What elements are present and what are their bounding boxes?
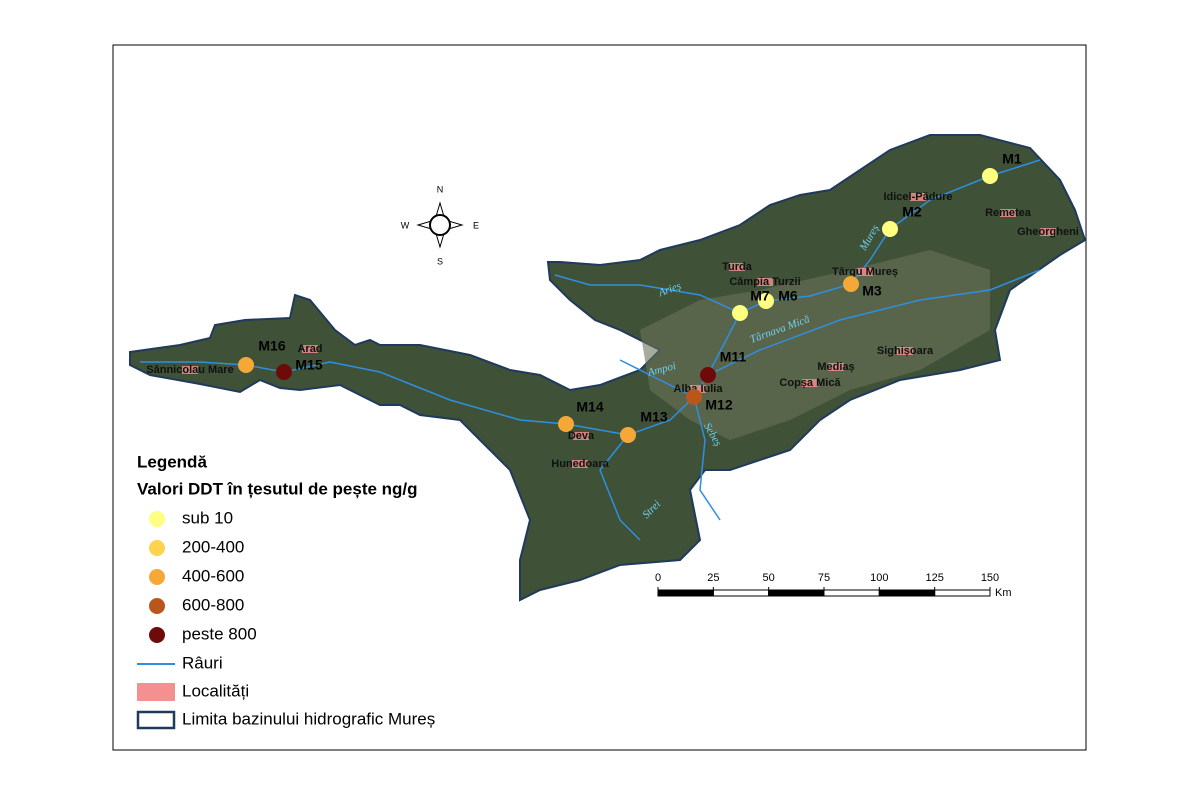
station-label: M3 (862, 283, 882, 299)
town-label: Gheorgheni (1017, 226, 1079, 238)
town-label: Sighișoara (877, 345, 934, 357)
station-label: M12 (705, 397, 732, 413)
station-point (238, 357, 254, 373)
lowland-area (640, 250, 990, 440)
town-label: Turda (722, 261, 753, 273)
legend-locality-swatch (137, 683, 175, 701)
legend-localities: Localități (182, 681, 249, 700)
legend-swatch (149, 598, 165, 614)
station-label: M16 (258, 338, 285, 354)
locality (910, 193, 926, 201)
station-label: M1 (1002, 151, 1022, 167)
locality (897, 347, 913, 355)
locality (828, 363, 844, 371)
legend-boundary-swatch (136, 710, 176, 730)
locality (302, 345, 318, 353)
rivers (140, 159, 1041, 541)
compass (416, 201, 464, 249)
legend-swatch (149, 569, 165, 585)
locality (802, 379, 818, 387)
town-label: Hunedoara (551, 458, 609, 470)
station-point (882, 221, 898, 237)
scale-segment (768, 589, 825, 597)
locality (729, 263, 745, 271)
locality (1000, 209, 1016, 217)
scale-segment (712, 589, 770, 597)
town-label: Târgu Mureș (832, 266, 898, 278)
town-label: Sânnicolau Mare (146, 364, 233, 376)
compass-n: N (437, 184, 444, 194)
legend-class-label: 400-600 (182, 566, 244, 585)
scale-segment (823, 589, 880, 597)
legend-rivers: Râuri (182, 653, 223, 672)
scale-segment (878, 589, 936, 597)
locality (572, 460, 588, 468)
legend-subtitle: Valori DDT în țesutul de pește ng/g (137, 479, 418, 498)
station-point (686, 389, 702, 405)
legend-title: Legendă (137, 452, 207, 471)
station-label: M14 (576, 399, 603, 415)
town-label: Remetea (985, 207, 1032, 219)
compass-w: W (401, 220, 410, 230)
locality (857, 268, 873, 276)
station-label: M11 (720, 349, 747, 365)
scale-tick-label: 25 (707, 572, 719, 584)
legend-swatch (149, 540, 165, 556)
station-point (620, 427, 636, 443)
station-point (276, 364, 292, 380)
legend-class-label: sub 10 (182, 508, 233, 527)
town-label: Copșa Mică (779, 377, 841, 389)
compass-s: S (437, 256, 443, 266)
locality (1040, 228, 1056, 236)
scale-segment (657, 589, 714, 597)
station-point (700, 367, 716, 383)
legend-class-label: 200-400 (182, 537, 244, 556)
station-point (558, 416, 574, 432)
station-label: M15 (295, 357, 322, 373)
scale-tick-label: 0 (655, 572, 661, 584)
locality (573, 432, 589, 440)
station-label: M7 (750, 288, 770, 304)
station-point (732, 305, 748, 321)
legend-class-label: 600-800 (182, 595, 244, 614)
town-label: Mediaș (817, 361, 854, 373)
station-label: M6 (778, 288, 798, 304)
station-label: M13 (640, 409, 667, 425)
legend-swatch (149, 627, 165, 643)
station-label: M2 (902, 204, 922, 220)
town-label: Deva (568, 430, 595, 442)
town-label: Arad (297, 343, 322, 355)
scale-tick-label: 50 (763, 572, 775, 584)
locality (690, 385, 706, 393)
basin (129, 134, 1087, 602)
legend-boundary: Limita bazinului hidrografic Mureș (182, 709, 435, 728)
locality (757, 278, 773, 286)
town-label: Idicel-Pădure (883, 191, 952, 203)
town-label: Alba Iulia (674, 383, 724, 395)
scale-segment (934, 589, 991, 597)
town-label: Câmpia Turzii (729, 276, 800, 288)
station-point (843, 276, 859, 292)
scale-tick-label: 75 (818, 572, 830, 584)
locality (182, 366, 198, 374)
legend-swatch (149, 511, 165, 527)
legend-class-label: peste 800 (182, 624, 257, 643)
station-point (982, 168, 998, 184)
compass-e: E (473, 220, 479, 230)
scale-tick-label: 100 (870, 572, 888, 584)
scale-tick-label: 125 (925, 572, 943, 584)
scale-tick-label: 150 (981, 572, 999, 584)
station-point (758, 293, 774, 309)
scale-unit: Km (995, 587, 1012, 599)
